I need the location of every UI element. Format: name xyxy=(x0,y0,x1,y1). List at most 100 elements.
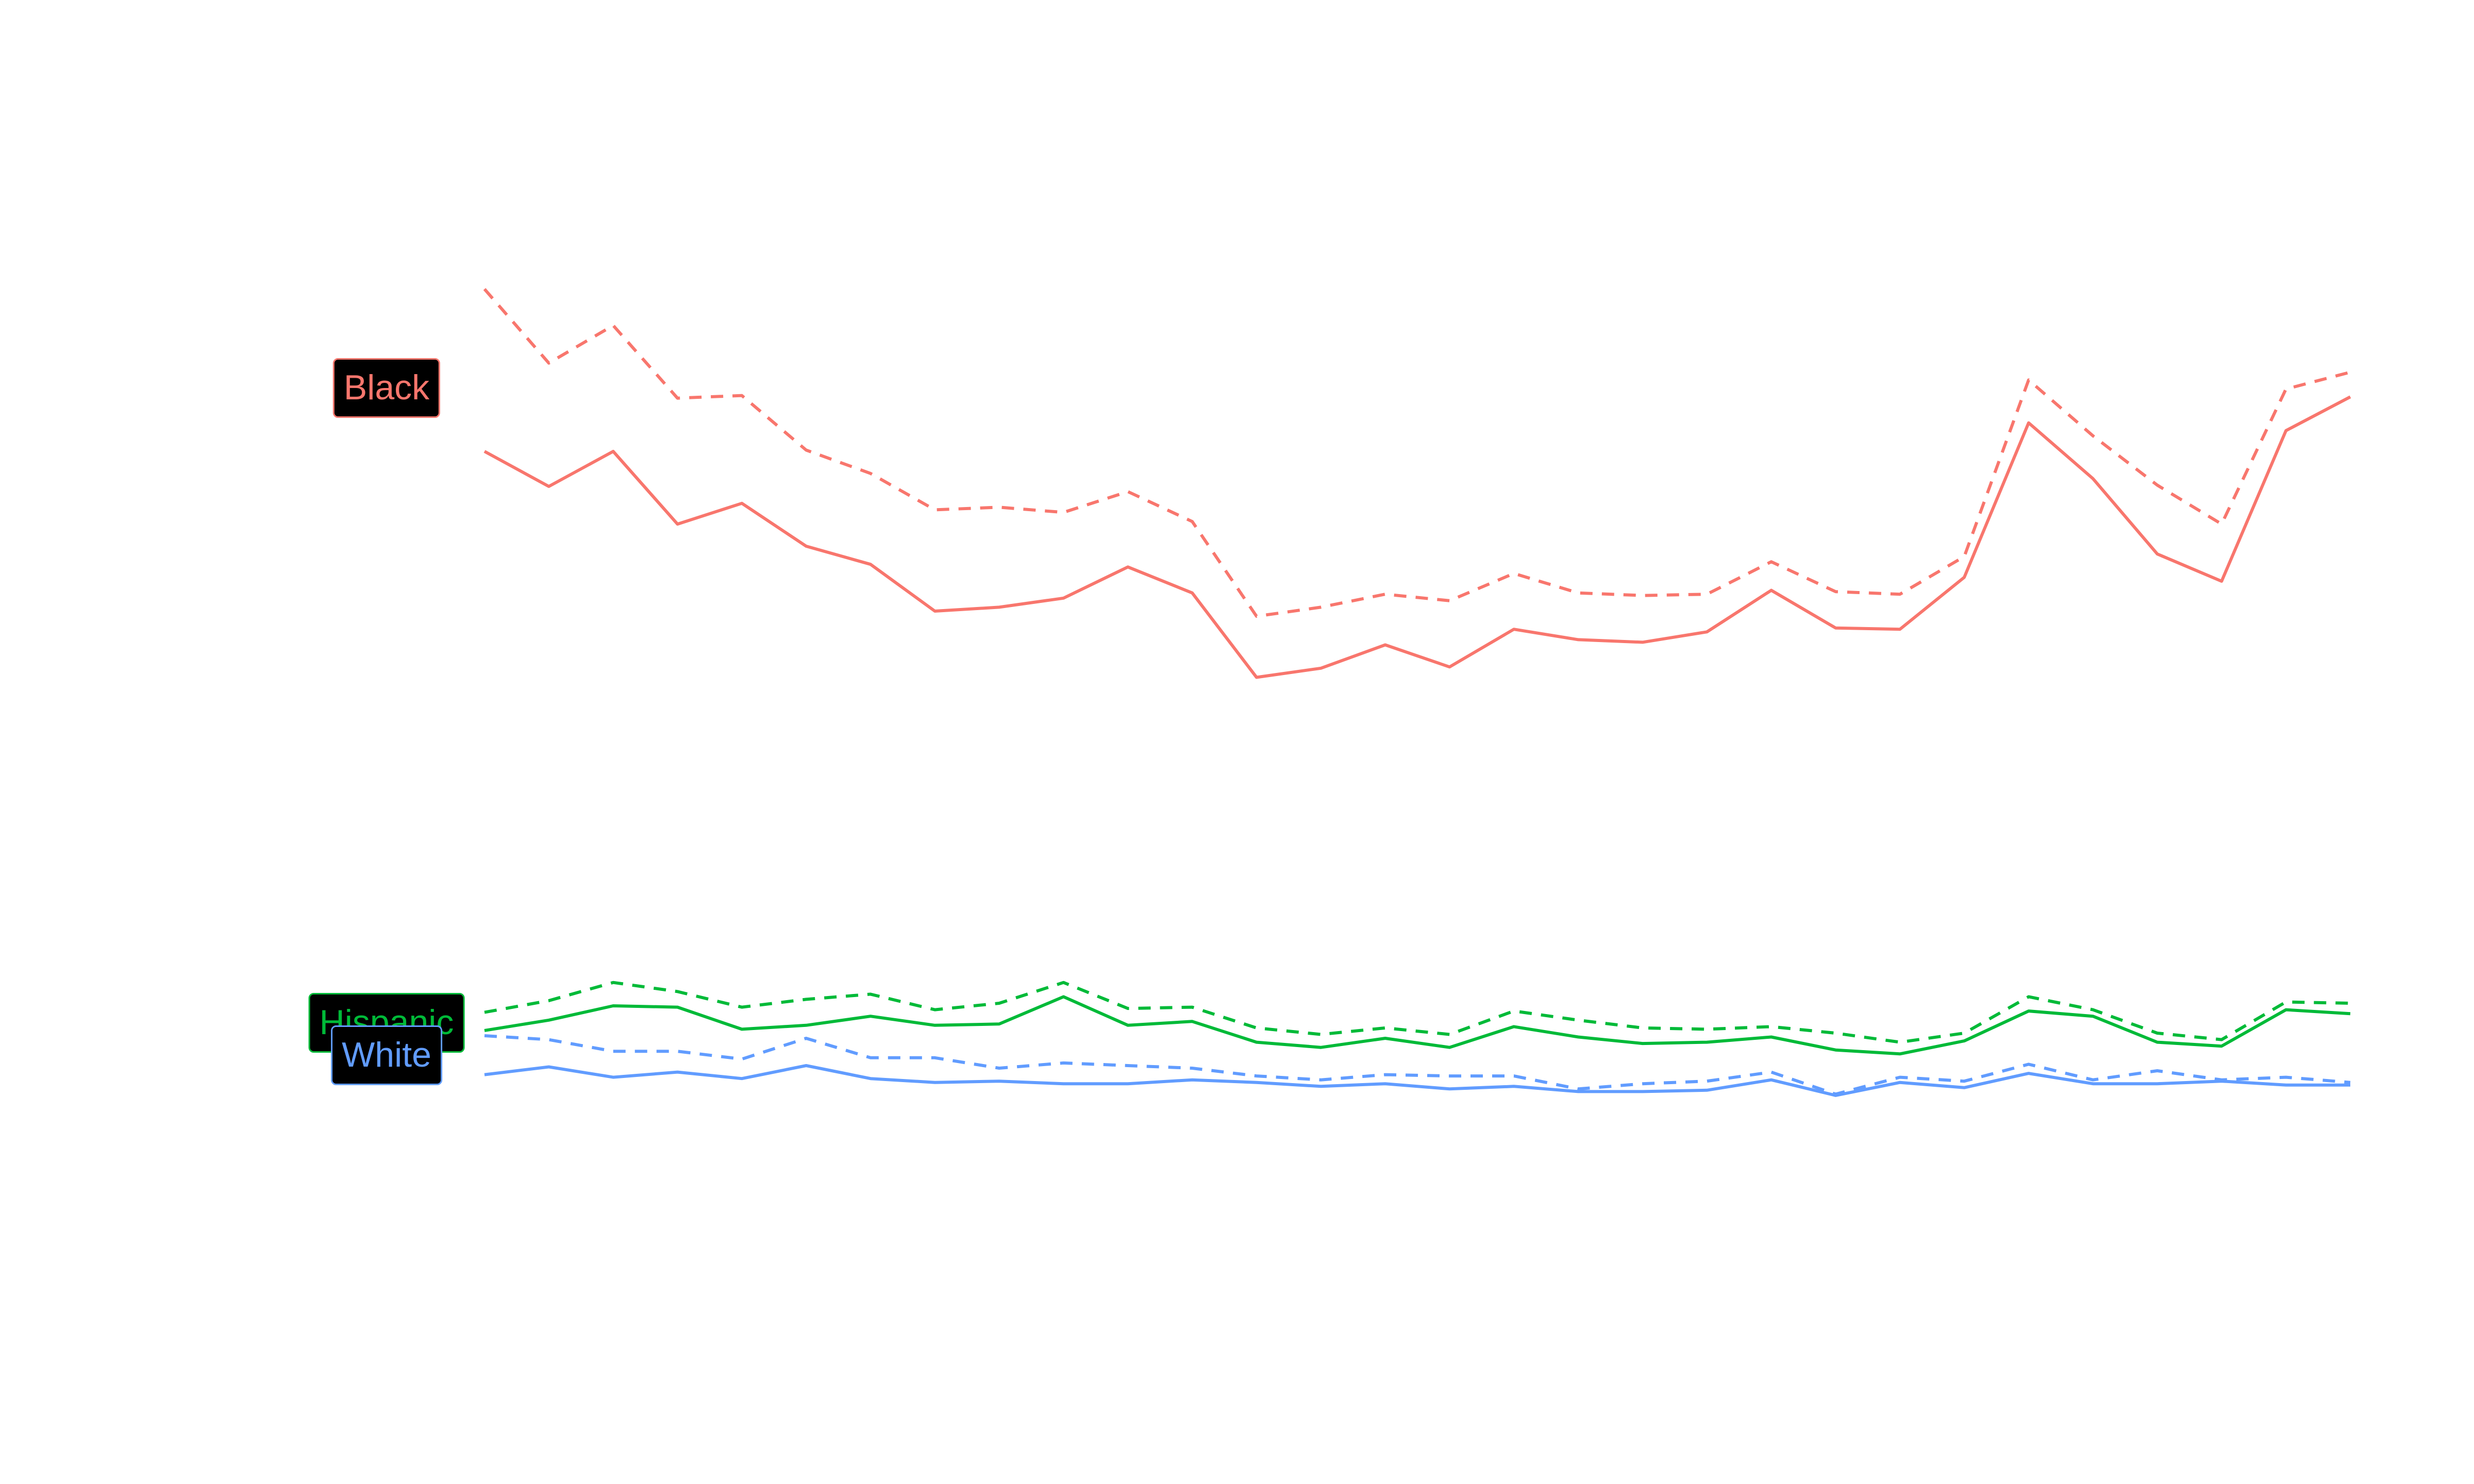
data-point-hispanic-dashed-7 xyxy=(869,992,872,996)
data-point-hispanic-solid-20 xyxy=(1706,1041,1709,1044)
data-point-black-dashed-5 xyxy=(740,394,743,397)
data-point-hispanic-dashed-5 xyxy=(740,1006,743,1009)
data-point-white-dashed-8 xyxy=(933,1056,937,1059)
data-point-hispanic-dashed-8 xyxy=(933,1008,937,1011)
data-point-hispanic-solid-24 xyxy=(1963,1039,1966,1042)
data-point-white-dashed-18 xyxy=(1577,1087,1580,1090)
data-point-hispanic-dashed-16 xyxy=(1448,1033,1451,1036)
data-point-hispanic-dashed-22 xyxy=(1834,1032,1837,1035)
data-point-white-dashed-5 xyxy=(740,1057,743,1060)
data-point-white-solid-29 xyxy=(2284,1084,2287,1087)
data-point-white-dashed-15 xyxy=(1384,1073,1387,1076)
data-point-white-solid-10 xyxy=(1062,1082,1065,1085)
data-point-black-dashed-7 xyxy=(869,472,872,475)
data-point-white-solid-8 xyxy=(933,1081,937,1084)
series-line-black-dashed xyxy=(483,288,2351,618)
data-point-hispanic-solid-9 xyxy=(998,1022,1001,1025)
data-point-hispanic-solid-30 xyxy=(2349,1012,2352,1015)
data-point-black-solid-10 xyxy=(1062,597,1065,600)
data-point-hispanic-solid-28 xyxy=(2220,1044,2223,1048)
data-point-white-solid-14 xyxy=(1319,1085,1323,1088)
data-point-black-dashed-11 xyxy=(1126,490,1129,493)
data-point-white-dashed-10 xyxy=(1062,1061,1065,1065)
label-black: Black xyxy=(332,358,441,418)
data-point-white-dashed-27 xyxy=(2156,1069,2159,1072)
data-point-hispanic-dashed-14 xyxy=(1319,1033,1323,1036)
data-point-white-solid-9 xyxy=(998,1080,1001,1083)
data-point-black-dashed-12 xyxy=(1191,520,1194,523)
data-point-hispanic-solid-16 xyxy=(1448,1046,1451,1049)
data-point-hispanic-dashed-6 xyxy=(805,998,808,1001)
series-black-dashed xyxy=(483,288,2351,618)
data-point-white-solid-3 xyxy=(612,1076,615,1079)
data-point-white-dashed-6 xyxy=(805,1037,808,1040)
data-point-black-solid-4 xyxy=(676,522,679,526)
data-point-black-solid-9 xyxy=(998,605,1001,609)
data-point-black-solid-3 xyxy=(612,450,615,453)
data-point-white-solid-21 xyxy=(1770,1078,1773,1082)
data-point-white-dashed-23 xyxy=(1898,1076,1901,1079)
data-point-white-dashed-3 xyxy=(612,1050,615,1053)
data-point-hispanic-solid-12 xyxy=(1191,1020,1194,1023)
data-point-white-dashed-7 xyxy=(869,1056,872,1059)
data-point-black-dashed-18 xyxy=(1577,592,1580,595)
data-point-white-solid-26 xyxy=(2092,1082,2095,1085)
data-point-hispanic-solid-19 xyxy=(1641,1042,1644,1045)
data-point-hispanic-solid-22 xyxy=(1834,1049,1837,1052)
data-point-hispanic-solid-26 xyxy=(2092,1015,2095,1018)
data-point-hispanic-dashed-4 xyxy=(676,990,679,993)
series-line-white-dashed xyxy=(484,1034,2351,1096)
data-point-black-dashed-4 xyxy=(676,397,679,400)
data-point-black-dashed-2 xyxy=(547,362,550,365)
data-point-black-dashed-10 xyxy=(1062,511,1065,514)
data-point-white-solid-23 xyxy=(1898,1081,1901,1084)
data-point-black-solid-8 xyxy=(933,610,937,613)
data-point-black-solid-26 xyxy=(2092,477,2095,480)
data-point-black-dashed-1 xyxy=(483,288,486,291)
data-point-hispanic-solid-25 xyxy=(2027,1009,2030,1013)
data-point-white-dashed-30 xyxy=(2349,1081,2352,1084)
data-point-hispanic-solid-13 xyxy=(1255,1041,1258,1044)
data-point-white-solid-15 xyxy=(1384,1082,1387,1085)
data-point-black-dashed-20 xyxy=(1706,593,1709,596)
data-point-white-dashed-13 xyxy=(1255,1074,1258,1077)
data-point-black-solid-13 xyxy=(1255,676,1258,679)
data-point-black-dashed-27 xyxy=(2156,484,2159,487)
data-point-hispanic-solid-18 xyxy=(1577,1036,1580,1039)
label-white: White xyxy=(331,1025,442,1085)
data-point-hispanic-dashed-30 xyxy=(2349,1002,2352,1005)
data-point-white-dashed-22 xyxy=(1834,1092,1837,1095)
data-point-hispanic-solid-8 xyxy=(933,1024,937,1027)
data-point-hispanic-dashed-29 xyxy=(2284,1001,2287,1004)
data-point-black-solid-6 xyxy=(805,545,808,548)
data-point-white-solid-5 xyxy=(740,1077,743,1080)
data-point-black-solid-15 xyxy=(1384,644,1387,647)
data-point-white-solid-13 xyxy=(1255,1081,1258,1084)
data-point-black-solid-17 xyxy=(1512,628,1515,631)
data-point-hispanic-dashed-1 xyxy=(483,1011,486,1014)
data-point-black-solid-11 xyxy=(1126,565,1129,568)
data-point-hispanic-solid-29 xyxy=(2284,1008,2287,1011)
data-point-black-dashed-24 xyxy=(1963,555,1966,558)
data-point-black-solid-14 xyxy=(1319,667,1323,670)
data-point-black-solid-22 xyxy=(1834,627,1837,630)
data-point-black-dashed-23 xyxy=(1898,593,1901,596)
data-point-hispanic-dashed-19 xyxy=(1641,1026,1644,1030)
data-point-black-solid-12 xyxy=(1191,592,1194,595)
data-point-black-solid-1 xyxy=(483,450,486,453)
data-point-hispanic-dashed-24 xyxy=(1963,1032,1966,1035)
data-point-hispanic-dashed-26 xyxy=(2092,1008,2095,1011)
data-point-hispanic-solid-14 xyxy=(1319,1046,1323,1049)
data-point-hispanic-solid-1 xyxy=(483,1029,486,1032)
data-point-hispanic-solid-15 xyxy=(1384,1037,1387,1040)
data-point-black-solid-25 xyxy=(2027,421,2030,425)
data-point-hispanic-solid-6 xyxy=(805,1024,808,1027)
data-point-white-solid-2 xyxy=(547,1066,550,1069)
series-black-solid xyxy=(483,395,2351,679)
data-point-hispanic-dashed-20 xyxy=(1706,1027,1709,1031)
data-point-white-solid-1 xyxy=(483,1073,486,1076)
data-point-white-solid-24 xyxy=(1963,1086,1966,1089)
data-point-hispanic-dashed-21 xyxy=(1770,1025,1773,1028)
data-point-white-solid-4 xyxy=(676,1071,679,1074)
data-point-white-dashed-19 xyxy=(1641,1082,1644,1085)
